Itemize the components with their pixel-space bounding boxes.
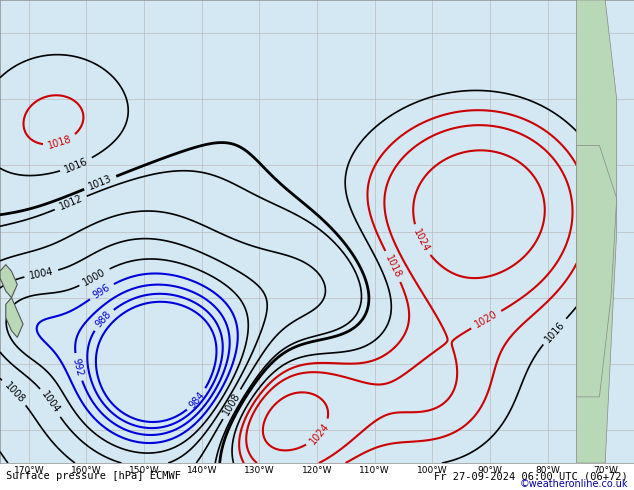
Text: 984: 984 (187, 390, 207, 410)
Text: 1016: 1016 (63, 156, 89, 174)
Text: 1024: 1024 (307, 421, 331, 446)
Text: 1004: 1004 (39, 390, 61, 416)
Text: 1004: 1004 (29, 267, 55, 281)
Text: ©weatheronline.co.uk: ©weatheronline.co.uk (519, 479, 628, 489)
Text: Fr 27-09-2024 06:00 UTC (06+72): Fr 27-09-2024 06:00 UTC (06+72) (434, 471, 628, 481)
Text: 1008: 1008 (221, 391, 242, 417)
Polygon shape (0, 265, 17, 298)
Text: 996: 996 (91, 282, 112, 300)
Text: 992: 992 (71, 357, 85, 377)
Text: 1018: 1018 (383, 253, 403, 280)
Polygon shape (6, 298, 23, 338)
Polygon shape (576, 0, 617, 463)
Text: 1000: 1000 (81, 267, 108, 288)
Text: Surface pressure [hPa] ECMWF: Surface pressure [hPa] ECMWF (6, 471, 181, 481)
Text: 988: 988 (93, 309, 113, 330)
Text: 1016: 1016 (543, 319, 566, 344)
Text: 1008: 1008 (3, 380, 27, 405)
Text: 1012: 1012 (58, 194, 84, 212)
Text: 1024: 1024 (411, 227, 431, 254)
Polygon shape (576, 146, 617, 397)
Text: 1013: 1013 (87, 173, 113, 192)
Text: 1020: 1020 (473, 309, 500, 330)
Text: 1018: 1018 (47, 134, 73, 151)
